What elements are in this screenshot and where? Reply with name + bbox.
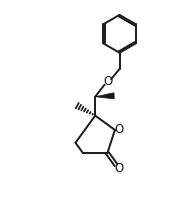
Text: O: O — [114, 162, 123, 175]
Polygon shape — [95, 93, 114, 99]
Text: O: O — [114, 124, 124, 136]
Text: O: O — [103, 75, 112, 88]
